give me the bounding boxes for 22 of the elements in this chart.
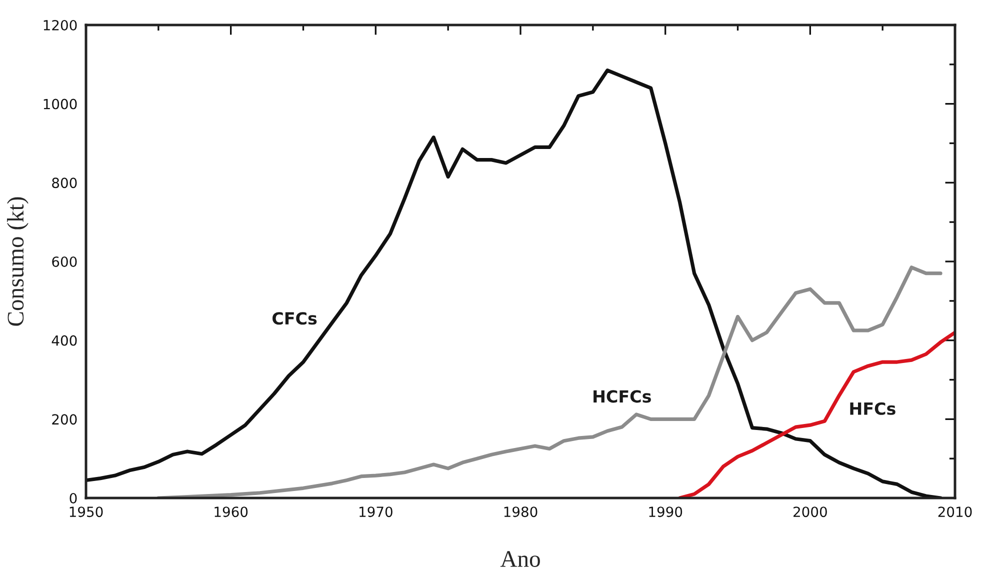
y-tick-label: 0 — [70, 492, 77, 504]
series-label: HCFCs — [594, 390, 651, 403]
line-series — [86, 68, 942, 498]
y-tick-label: 600 — [52, 256, 77, 267]
y-tick-label: 800 — [52, 178, 77, 188]
x-tick-label: 2010 — [938, 506, 972, 518]
y-tick-label: 200 — [52, 414, 77, 425]
y-tick-label: 1200 — [44, 20, 77, 30]
x-tick-label: 1950 — [70, 506, 103, 518]
x-tick-label: 1990 — [649, 506, 682, 518]
x-tick-label: 1980 — [504, 506, 538, 518]
y-axis-title: Consumo (kt) — [7, 197, 28, 326]
x-tick-label: 1970 — [360, 506, 392, 518]
x-tick-label: 1960 — [214, 506, 248, 518]
line-series — [156, 266, 942, 498]
y-tick-label: 1000 — [44, 98, 77, 110]
line-series — [678, 330, 955, 498]
x-tick-label: 2000 — [794, 506, 827, 518]
series-label: HFCs — [850, 402, 896, 415]
x-axis-title: Ano — [500, 551, 540, 567]
y-tick-label: 400 — [52, 335, 77, 346]
series-label: CFCs — [272, 312, 317, 325]
